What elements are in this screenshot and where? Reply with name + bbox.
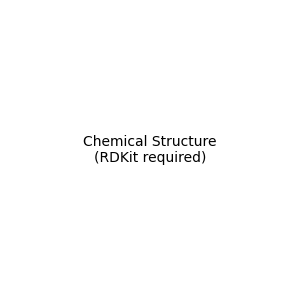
Text: Chemical Structure
(RDKit required): Chemical Structure (RDKit required) (83, 135, 217, 165)
